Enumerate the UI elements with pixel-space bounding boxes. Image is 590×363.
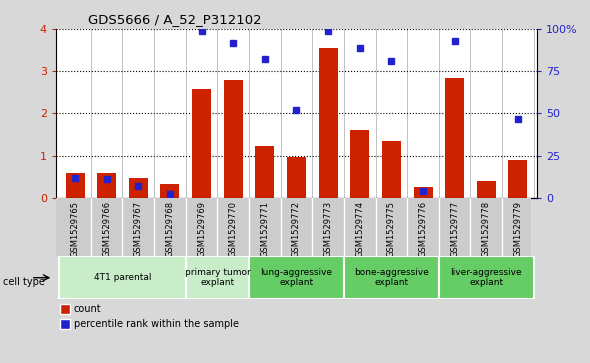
Text: GSM1529769: GSM1529769 [197, 201, 206, 257]
Bar [192, 89, 211, 198]
Bar [160, 184, 179, 198]
Text: GSM1529766: GSM1529766 [102, 201, 111, 257]
Text: GSM1529765: GSM1529765 [71, 201, 80, 257]
Bar [509, 160, 527, 198]
Text: GSM1529771: GSM1529771 [260, 201, 270, 257]
Bar [129, 178, 148, 198]
Text: primary tumor
explant: primary tumor explant [185, 268, 250, 287]
Text: GSM1529779: GSM1529779 [513, 201, 522, 257]
Bar [224, 79, 242, 198]
Text: GSM1529767: GSM1529767 [134, 201, 143, 257]
Bar [439, 256, 534, 299]
Bar [319, 48, 337, 198]
Bar [414, 187, 432, 198]
Text: GSM1529774: GSM1529774 [355, 201, 364, 257]
Text: GSM1529776: GSM1529776 [418, 201, 428, 257]
Bar [344, 256, 439, 299]
Bar [350, 130, 369, 198]
Text: GSM1529770: GSM1529770 [229, 201, 238, 257]
Bar [445, 78, 464, 198]
Text: lung-aggressive
explant: lung-aggressive explant [260, 268, 333, 287]
Bar [249, 256, 344, 299]
Text: liver-aggressive
explant: liver-aggressive explant [451, 268, 522, 287]
Text: GSM1529768: GSM1529768 [165, 201, 175, 257]
Bar [97, 174, 116, 198]
Text: 4T1 parental: 4T1 parental [94, 273, 151, 282]
Text: GSM1529773: GSM1529773 [323, 201, 333, 257]
Text: GSM1529772: GSM1529772 [292, 201, 301, 257]
Text: bone-aggressive
explant: bone-aggressive explant [354, 268, 429, 287]
Bar [65, 172, 84, 198]
Text: GSM1529775: GSM1529775 [387, 201, 396, 257]
Bar [477, 181, 496, 198]
Bar [59, 256, 186, 299]
Text: cell type: cell type [3, 277, 45, 287]
Legend: count, percentile rank within the sample: count, percentile rank within the sample [61, 304, 238, 329]
Bar [382, 141, 401, 198]
Bar [255, 146, 274, 198]
Text: GSM1529777: GSM1529777 [450, 201, 459, 257]
Bar [186, 256, 249, 299]
Text: GSM1529778: GSM1529778 [482, 201, 491, 257]
Bar [287, 157, 306, 198]
Text: GDS5666 / A_52_P312102: GDS5666 / A_52_P312102 [88, 13, 262, 26]
